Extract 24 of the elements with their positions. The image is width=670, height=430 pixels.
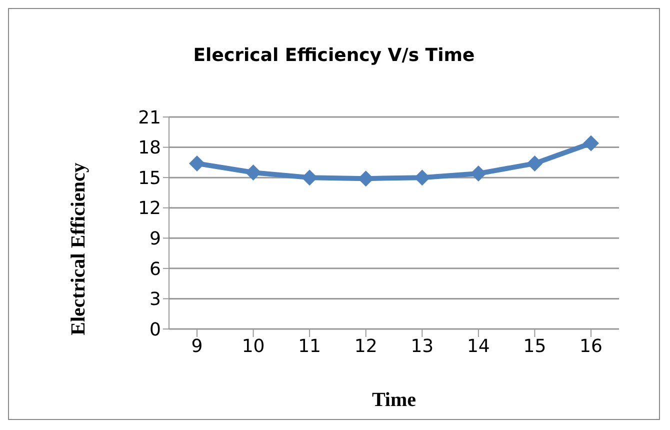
point: [526, 155, 543, 172]
y-tick-label: 9: [150, 228, 161, 250]
point: [583, 135, 599, 152]
y-tick-label: 6: [150, 258, 161, 280]
x-axis-title: Time: [370, 389, 418, 412]
x-tick-label: 11: [298, 336, 322, 357]
x-tick-label: 13: [410, 336, 434, 357]
y-tick-label: 15: [138, 168, 161, 189]
x-tick-label: 14: [466, 336, 490, 357]
point: [245, 164, 262, 181]
chart-title: Elecrical Efficiency V/s Time: [192, 45, 476, 66]
y-tick-label: 21: [138, 107, 161, 128]
x-tick-label: 10: [242, 336, 265, 357]
x-tick-label: 16: [580, 336, 602, 357]
y-tick-label: 12: [138, 198, 161, 220]
y-tick-label: 18: [138, 138, 161, 159]
y-tick-label: 0: [150, 319, 161, 340]
point: [414, 170, 430, 186]
y-tick-label: 3: [150, 289, 161, 310]
x-tick-label: 12: [354, 336, 378, 357]
x-tick-label: 15: [523, 336, 546, 357]
point: [189, 155, 205, 172]
x-tick-label: 9: [191, 336, 203, 357]
y-axis-title: Electrical Efficiency: [68, 162, 90, 336]
